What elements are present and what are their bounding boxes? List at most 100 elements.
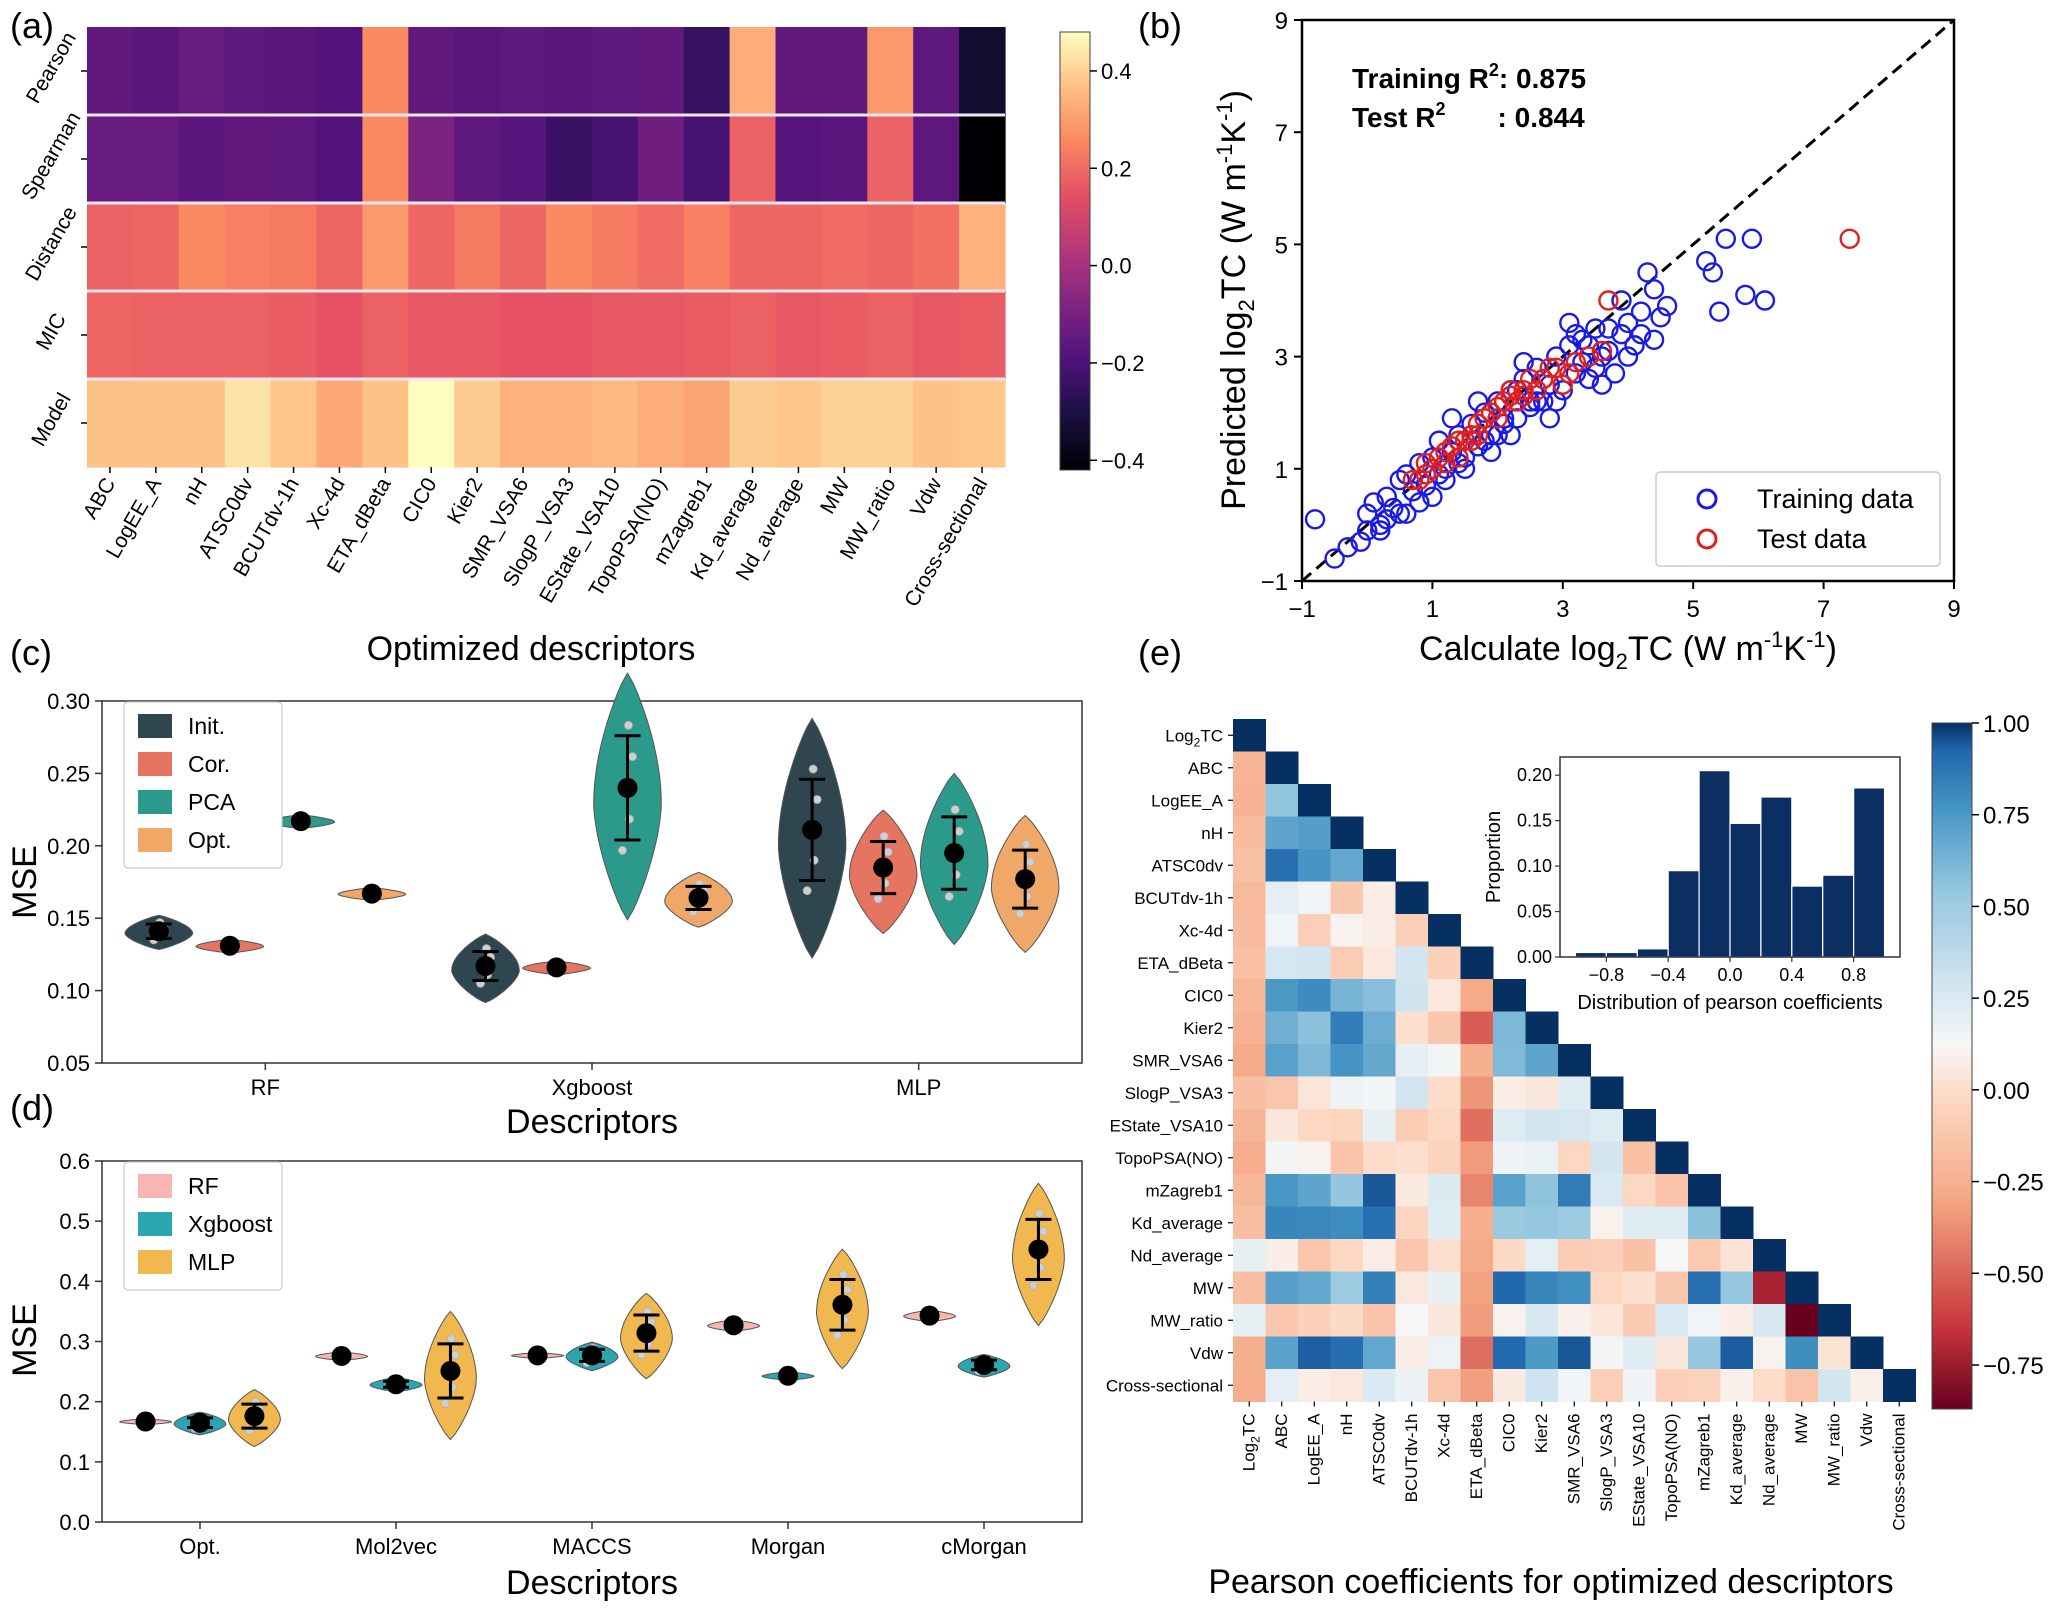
heatmap-e-cell xyxy=(1460,1109,1494,1142)
scatter-b-ytick-label: 1 xyxy=(1275,457,1288,484)
heatmap-e-cell xyxy=(1395,1239,1429,1272)
violin-c-legend: Init. Cor. PCA Opt. xyxy=(123,701,283,869)
scatter-b-ytick-label: −1 xyxy=(1261,569,1288,596)
violin-c-mean-point xyxy=(475,955,496,976)
training-point xyxy=(1643,279,1665,300)
heatmap-e-cell xyxy=(1623,1239,1656,1272)
heatmap-a-cell xyxy=(591,27,639,116)
heatmap-a-cell xyxy=(454,115,501,204)
colorbar-e-tick-label: 0.25 xyxy=(1983,986,2030,1013)
scatter-b-ytick-label: 5 xyxy=(1275,232,1288,259)
violin-d-mean-point xyxy=(723,1315,744,1336)
heatmap-e-cell xyxy=(1493,1011,1526,1045)
test-point xyxy=(1461,430,1482,451)
heatmap-a-cell xyxy=(270,379,318,468)
training-point xyxy=(1422,486,1443,508)
heatmap-a-cell xyxy=(87,115,134,204)
heatmap-e-cell xyxy=(1460,946,1494,980)
violin-c-legend-label: Init. xyxy=(188,713,225,739)
violin-c-sample-dot xyxy=(1021,839,1031,849)
heatmap-e-cell xyxy=(1460,1044,1494,1077)
heatmap-a-cell xyxy=(546,379,593,468)
heatmap-e-cell xyxy=(1298,881,1331,915)
violin-c-ytick-label: 0.10 xyxy=(47,979,90,1004)
heatmap-a-cell xyxy=(224,379,272,468)
test-point xyxy=(1415,464,1437,485)
heatmap-a-cell xyxy=(959,115,1006,204)
colorbar-e-tick-label: 0.75 xyxy=(1983,803,2030,830)
heatmap-e-cell xyxy=(1688,1304,1721,1337)
violin-c-sample-dot xyxy=(883,847,893,857)
heatmap-e-cell xyxy=(1460,1369,1494,1402)
heatmap-e-cell xyxy=(1655,1174,1689,1207)
test-point xyxy=(1487,408,1508,429)
heatmap-e-cell xyxy=(1428,1206,1461,1240)
heatmap-a-cell xyxy=(132,27,180,116)
training-point xyxy=(1526,357,1547,379)
heatmap-e-cell xyxy=(1330,946,1364,980)
heatmap-e-cell xyxy=(1590,1336,1624,1370)
heatmap-a-cell xyxy=(408,203,455,292)
heatmap-e-row-label: MW_ratio xyxy=(1150,1311,1223,1330)
heatmap-e-cell xyxy=(1428,1369,1461,1402)
heatmap-a-col-label: CIC0 xyxy=(398,474,442,527)
heatmap-e-cell xyxy=(1590,1206,1624,1240)
heatmap-e-cell xyxy=(1363,849,1396,882)
heatmap-e-cell xyxy=(1460,1076,1494,1110)
heatmap-e-cell xyxy=(1233,1239,1266,1272)
heatmap-a-cell xyxy=(87,291,134,380)
violin-c-mean-point xyxy=(148,921,169,942)
violin-d-xlabel: Descriptors xyxy=(506,1564,678,1602)
heatmap-e-cell xyxy=(1363,881,1396,915)
heatmap-a-cell xyxy=(454,27,501,116)
heatmap-e-cell xyxy=(1330,1076,1364,1110)
heatmap-e-cell xyxy=(1753,1304,1786,1337)
violin-d-sample-dot xyxy=(1029,1281,1038,1290)
heatmap-e-cell xyxy=(1590,1076,1624,1110)
train-r2-annotation: Training R2: 0.875 xyxy=(1352,60,1586,94)
heatmap-e-cell xyxy=(1428,1271,1461,1305)
heatmap-a-cell xyxy=(224,27,272,116)
training-point xyxy=(1709,301,1730,322)
colorbar-a-ticks: 0.4 0.2 0.0 −0.2 −0.4 xyxy=(1090,59,1144,473)
heatmap-e-cell xyxy=(1233,849,1266,882)
training-point xyxy=(1389,503,1411,524)
violin-c-sample-dot xyxy=(879,831,889,841)
violin-d-ytick-label: 0.2 xyxy=(59,1390,90,1415)
heatmap-e-col-label: MW_ratio xyxy=(1824,1414,1843,1487)
heatmap-e-row-label: ABC xyxy=(1188,759,1223,778)
test-point xyxy=(1428,447,1450,468)
training-point xyxy=(1735,284,1756,306)
heatmap-a-row-label: Model xyxy=(27,389,76,450)
violin-c-ytick-label: 0.30 xyxy=(47,689,90,714)
violin-d-sample-dot xyxy=(839,1270,848,1279)
heatmap-a-cell xyxy=(270,203,318,292)
heatmap-e-cell xyxy=(1525,1336,1559,1370)
heatmap-e-cell xyxy=(1298,1304,1331,1337)
training-point xyxy=(1630,301,1652,322)
heatmap-a-cell xyxy=(683,379,731,468)
violin-d-ytick-label: 0.0 xyxy=(59,1510,90,1535)
training-point xyxy=(1402,481,1424,502)
test-point xyxy=(1546,357,1567,379)
heatmap-a-cell xyxy=(316,291,363,380)
heatmap-e-cell xyxy=(1395,1011,1429,1045)
training-point xyxy=(1741,228,1763,249)
violin-d-ytick-label: 0.4 xyxy=(59,1269,90,1294)
inset-ytick-label: 0.20 xyxy=(1517,765,1552,785)
heatmap-e-row-label: Vdw xyxy=(1190,1344,1224,1363)
violin-d-sample-dot xyxy=(447,1334,456,1343)
heatmap-e-col-label: Kier2 xyxy=(1532,1414,1551,1454)
heatmap-e-cell xyxy=(1850,1336,1884,1370)
heatmap-e-cell xyxy=(1428,1109,1461,1142)
heatmap-e-cell xyxy=(1655,1206,1689,1240)
heatmap-a-cell xyxy=(867,115,914,204)
heatmap-a-cell xyxy=(546,291,593,380)
heatmap-a-cell xyxy=(362,379,409,468)
heatmap-e-cell xyxy=(1298,1369,1331,1402)
heatmap-e-cell xyxy=(1688,1369,1721,1402)
heatmap-e-cell xyxy=(1623,1109,1656,1142)
heatmap-e-cell xyxy=(1460,1239,1494,1272)
heatmap-e-cell xyxy=(1330,816,1364,850)
heatmap-e-col-label: ATSC0dv xyxy=(1369,1413,1388,1485)
